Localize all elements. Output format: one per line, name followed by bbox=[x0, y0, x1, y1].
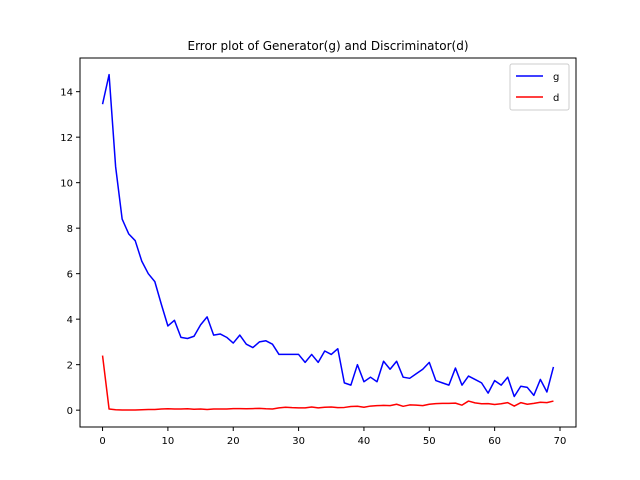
y-axis: 0 2 4 6 8 10 12 14 bbox=[60, 88, 80, 417]
x-tick-label: 50 bbox=[423, 436, 436, 447]
y-tick-label: 2 bbox=[67, 361, 73, 372]
y-tick-label: 6 bbox=[67, 270, 73, 281]
x-tick-label: 30 bbox=[292, 436, 305, 447]
legend-box bbox=[509, 63, 570, 111]
x-tick-label: 60 bbox=[488, 436, 501, 447]
x-axis: 0 10 20 30 40 50 60 70 bbox=[99, 427, 566, 447]
y-tick-label: 12 bbox=[60, 133, 73, 144]
series-line-g bbox=[101, 73, 555, 398]
x-tick-label: 70 bbox=[554, 436, 567, 447]
y-tick-label: 4 bbox=[67, 315, 73, 326]
chart-title: Error plot of Generator(g) and Discrimin… bbox=[187, 39, 468, 53]
legend-label-d: d bbox=[553, 93, 559, 104]
plot-area bbox=[101, 73, 555, 411]
x-tick-label: 20 bbox=[227, 436, 240, 447]
series-line-d bbox=[101, 355, 554, 411]
x-tick-label: 0 bbox=[99, 436, 105, 447]
y-tick-label: 10 bbox=[60, 179, 73, 190]
y-tick-label: 14 bbox=[60, 88, 73, 99]
x-tick-label: 10 bbox=[162, 436, 175, 447]
plot-frame bbox=[79, 57, 577, 428]
legend: gd bbox=[509, 63, 570, 111]
legend-label-g: g bbox=[553, 72, 559, 83]
y-tick-label: 0 bbox=[67, 406, 73, 417]
y-tick-label: 8 bbox=[67, 224, 73, 235]
x-tick-label: 40 bbox=[358, 436, 371, 447]
